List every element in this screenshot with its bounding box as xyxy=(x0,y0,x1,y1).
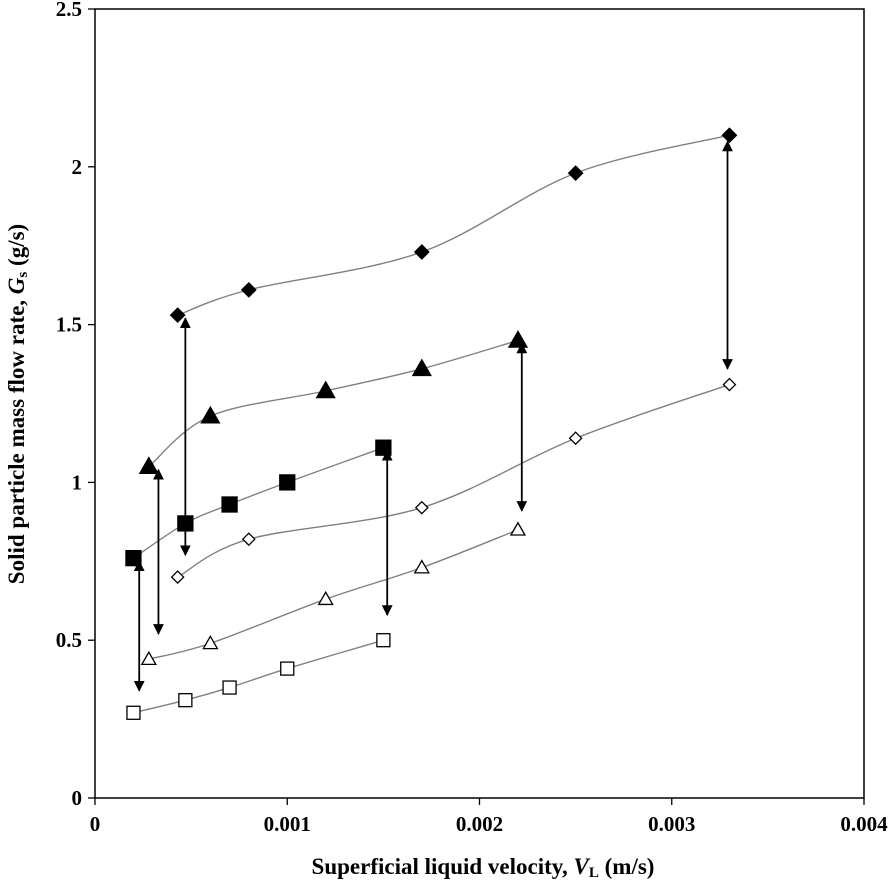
series-line xyxy=(148,339,519,468)
triangle-marker xyxy=(200,405,221,424)
triangle-marker xyxy=(413,559,430,574)
y-axis-title: Solid particle mass flow rate, Gs (g/s) xyxy=(4,224,31,584)
triangle-marker xyxy=(317,590,334,606)
series-line xyxy=(177,383,730,578)
square-marker xyxy=(376,633,391,648)
diamond-marker xyxy=(240,281,257,298)
triangle-marker xyxy=(138,456,159,475)
diamond-marker xyxy=(169,307,186,324)
diamond-marker xyxy=(170,570,185,584)
series-lines xyxy=(133,134,730,714)
square-marker xyxy=(125,549,142,567)
y-tick-label: 0 xyxy=(72,786,83,810)
y-tick-label: 2.5 xyxy=(56,0,82,21)
x-tick-label: 0.002 xyxy=(456,812,503,836)
x-tick-label: 0.004 xyxy=(840,812,888,836)
diamond-marker xyxy=(413,244,430,260)
series-line xyxy=(133,447,384,559)
triangle-marker xyxy=(140,650,157,666)
y-tick-label: 1.5 xyxy=(56,313,82,337)
arrows xyxy=(133,140,733,692)
triangle-marker xyxy=(315,380,336,399)
series-markers xyxy=(125,127,738,720)
diamond-marker xyxy=(567,165,584,182)
square-marker xyxy=(221,496,238,513)
axes xyxy=(88,8,865,805)
x-tick-label: 0.001 xyxy=(264,812,311,836)
triangle-marker xyxy=(509,521,527,536)
square-marker xyxy=(375,439,392,456)
triangle-marker xyxy=(202,635,219,650)
series-line xyxy=(177,134,730,316)
square-marker xyxy=(222,680,237,695)
square-marker xyxy=(126,705,141,720)
x-tick-label: 0 xyxy=(90,812,101,836)
diamond-marker xyxy=(722,377,737,392)
tick-labels: 0 0.001 0.002 0.003 0.004 0 0.5 1 1.5 2 2.5 xyxy=(56,0,888,836)
square-marker xyxy=(177,515,194,532)
x-axis-title: Superficial liquid velocity, VL (m/s) xyxy=(312,854,655,881)
plot-frame xyxy=(94,8,865,799)
y-tick-label: 1 xyxy=(72,470,83,494)
series-line xyxy=(133,639,384,714)
diamond-marker xyxy=(414,500,429,515)
y-tick-label: 0.5 xyxy=(56,628,82,652)
square-marker xyxy=(178,693,193,708)
series-line xyxy=(148,529,519,660)
diamond-marker xyxy=(241,532,256,547)
diamond-marker xyxy=(568,431,583,446)
square-marker xyxy=(280,661,295,676)
triangle-marker xyxy=(507,330,529,348)
square-marker xyxy=(279,474,296,491)
x-tick-label: 0.003 xyxy=(648,812,695,836)
y-tick-label: 2 xyxy=(72,155,83,179)
triangle-marker xyxy=(411,358,432,377)
diamond-marker xyxy=(721,127,738,144)
